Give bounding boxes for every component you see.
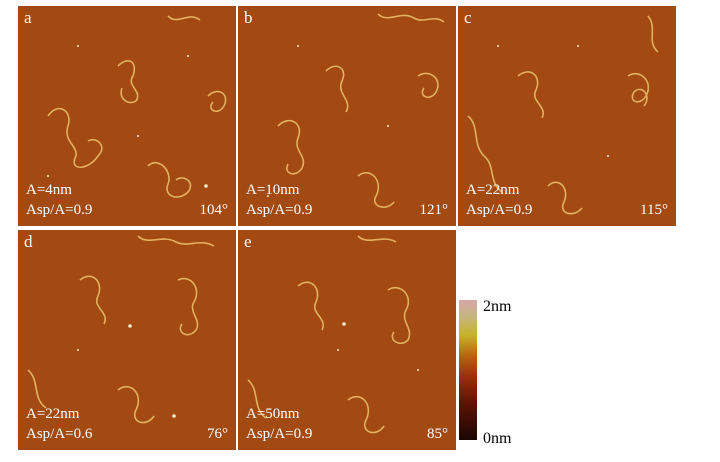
amplitude-label: A=10nm [246,182,300,198]
afm-image-panel-d: d A=22nm Asp/A=0.6 76° [18,230,236,450]
phase-angle-label: 121° [419,202,449,218]
color-scale-max-label: 2nm [483,298,512,315]
afm-texture [247,235,419,434]
amplitude-label: A=50nm [246,406,300,422]
phase-angle-label: 76° [207,426,228,442]
panel-letter: b [244,8,253,27]
panel-letter: e [244,232,252,251]
afm-texture [27,235,215,424]
phase-angle-label: 85° [427,426,448,442]
panel-letter: c [464,8,472,27]
setpoint-ratio-label: Asp/A=0.6 [26,426,93,442]
afm-image-panel-b: b A=10nm Asp/A=0.9 121° [238,6,456,226]
amplitude-label: A=22nm [466,182,520,198]
afm-texture [267,13,445,208]
afm-texture [467,15,659,215]
afm-image-panel-c: c A=22nm Asp/A=0.9 115° [458,6,676,226]
phase-angle-label: 115° [640,202,668,218]
setpoint-ratio-label: Asp/A=0.9 [246,426,313,442]
setpoint-ratio-label: Asp/A=0.9 [26,202,93,218]
phase-angle-label: 104° [199,202,229,218]
afm-texture [47,15,227,198]
setpoint-ratio-label: Asp/A=0.9 [246,202,313,218]
panel-letter: d [24,232,33,251]
panel-letter: a [24,8,32,27]
amplitude-label: A=22nm [26,406,80,422]
height-color-scale-bar [459,300,477,440]
setpoint-ratio-label: Asp/A=0.9 [466,202,533,218]
color-scale-min-label: 0nm [483,430,512,447]
afm-image-panel-e: e A=50nm Asp/A=0.9 85° [238,230,456,450]
afm-image-panel-a: a A=4nm Asp/A=0.9 104° [18,6,236,226]
amplitude-label: A=4nm [26,182,72,198]
